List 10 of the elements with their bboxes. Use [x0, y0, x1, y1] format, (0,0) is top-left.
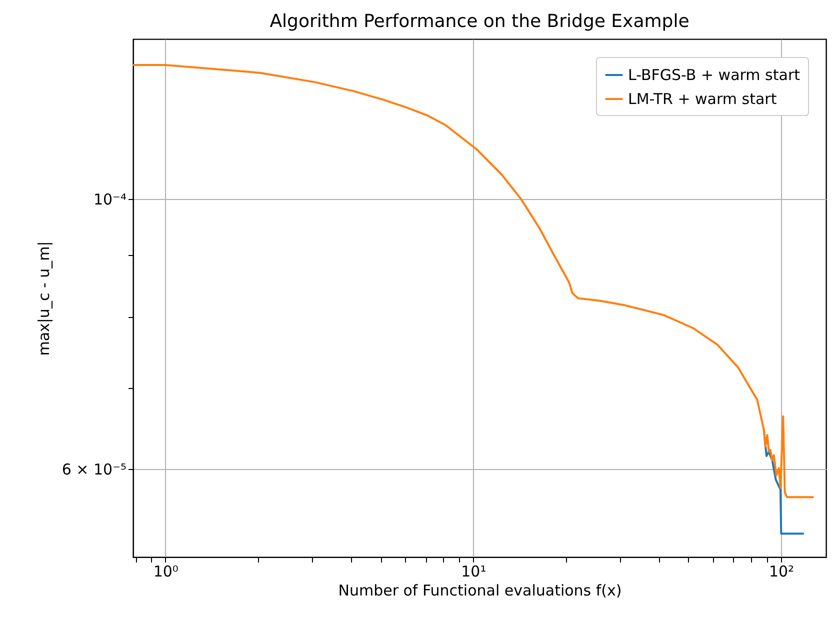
- y-tick-label: 6 × 10⁻⁵: [62, 460, 126, 479]
- x-tick-label: 10²: [768, 562, 794, 580]
- legend-label: LM-TR + warm start: [628, 90, 777, 108]
- x-tick-label: 10⁰: [153, 562, 178, 580]
- y-axis-title: max|u_c - u_m|: [34, 241, 53, 356]
- legend-label: L-BFGS-B + warm start: [628, 66, 800, 84]
- x-axis-title: Number of Functional evaluations f(x): [338, 582, 622, 600]
- x-tick-label: 10¹: [461, 562, 486, 580]
- chart-title: Algorithm Performance on the Bridge Example: [270, 11, 690, 32]
- y-tick-label: 10⁻⁴: [93, 190, 126, 209]
